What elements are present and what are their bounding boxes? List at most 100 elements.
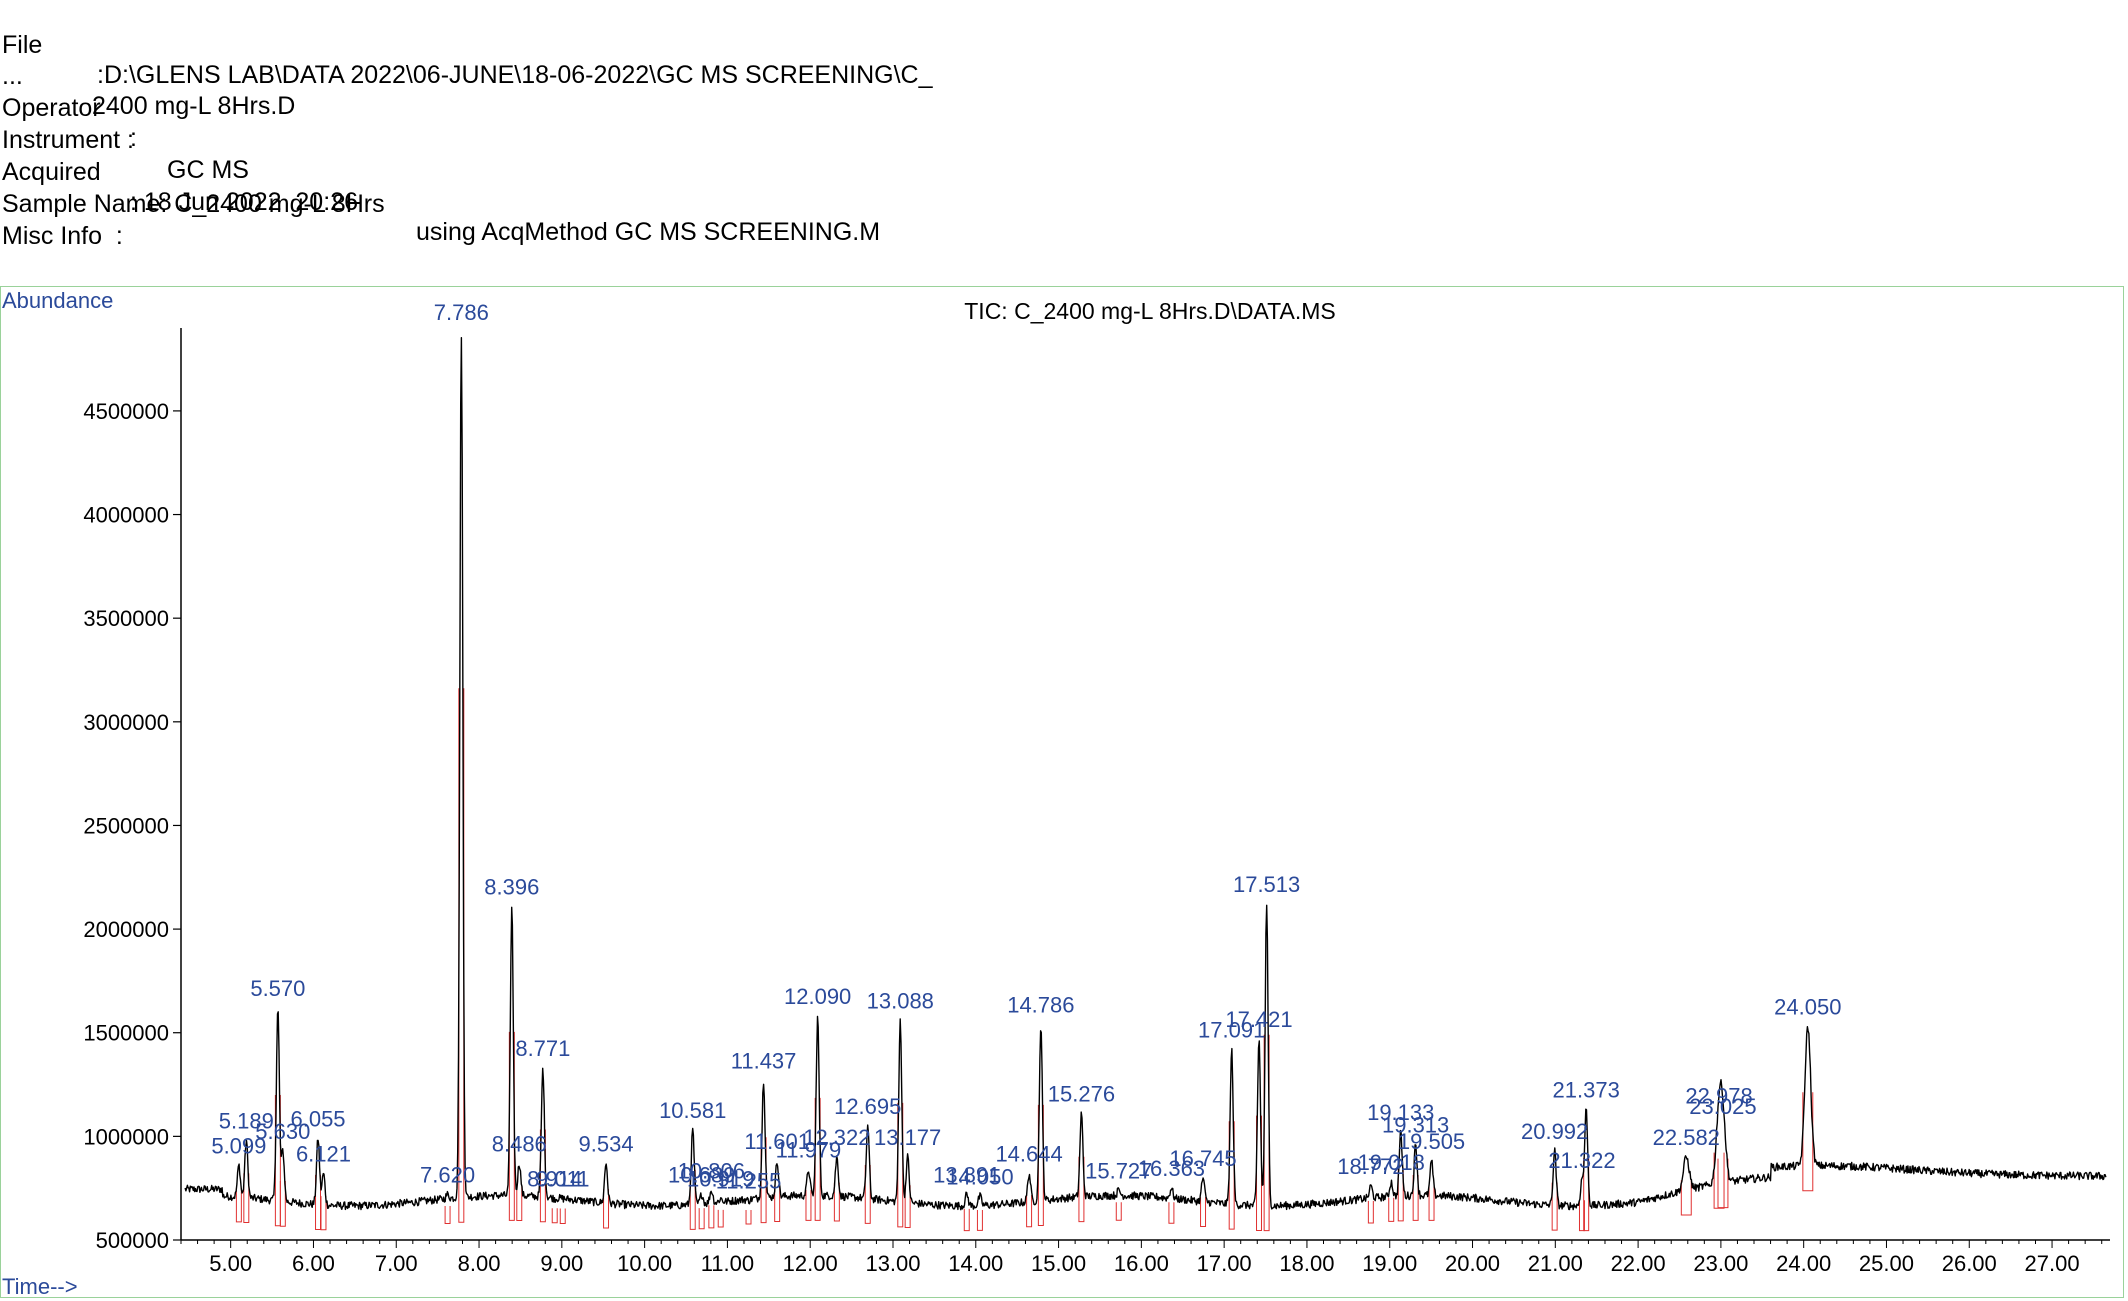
x-axis-label: Time--> xyxy=(2,1274,78,1299)
integration-marker xyxy=(1428,1184,1435,1221)
peak-label: 5.630 xyxy=(255,1119,310,1144)
y-tick-label: 4500000 xyxy=(83,399,169,424)
x-tick-label: 12.00 xyxy=(783,1251,838,1276)
x-tick-label: 8.00 xyxy=(458,1251,501,1276)
file-line: File :D:\GLENS LAB\DATA 2022\06-JUNE\18-… xyxy=(2,0,933,120)
x-tick-label: 21.00 xyxy=(1528,1251,1583,1276)
x-tick-label: 5.00 xyxy=(209,1251,252,1276)
x-tick-label: 10.00 xyxy=(617,1251,672,1276)
integration-marker xyxy=(1412,1174,1419,1221)
x-tick-label: 19.00 xyxy=(1362,1251,1417,1276)
peak-label: 12.695 xyxy=(834,1094,901,1119)
integration-marker xyxy=(864,1164,871,1224)
peak-label: 9.011 xyxy=(536,1167,589,1192)
y-tick-label: 500000 xyxy=(96,1228,169,1253)
peak-label: 5.099 xyxy=(211,1133,266,1158)
integration-marker xyxy=(833,1182,840,1222)
peak-label: 24.050 xyxy=(1774,995,1841,1020)
file-continuation-line: ... 2400 mg-L 8Hrs.D xyxy=(2,31,295,151)
x-tick-label: 18.00 xyxy=(1279,1251,1334,1276)
peak-label: 7.786 xyxy=(434,300,489,325)
peak-label: 11.437 xyxy=(731,1048,797,1073)
peak-label: 12.322 xyxy=(803,1125,870,1150)
operator-line: Operator : xyxy=(2,63,137,183)
x-tick-label: 6.00 xyxy=(292,1251,335,1276)
integration-marker xyxy=(745,1209,752,1225)
x-tick-label: 11.00 xyxy=(701,1251,754,1276)
peak-label: 6.055 xyxy=(290,1106,345,1131)
sample-name-line: Sample Name: C_2400 mg-L 8Hrs xyxy=(2,159,385,249)
integration-marker xyxy=(774,1185,781,1223)
integration-marker xyxy=(551,1208,558,1224)
integration-marker xyxy=(805,1189,812,1221)
integration-marker xyxy=(1115,1202,1122,1221)
instrument-value: GC MS xyxy=(167,156,249,184)
acquired-label: Acquired xyxy=(2,158,101,186)
peak-label: 8.771 xyxy=(515,1036,570,1061)
peak-label: 10.919 xyxy=(687,1167,754,1192)
y-tick-label: 3000000 xyxy=(83,710,169,735)
y-tick-label: 4000000 xyxy=(83,503,169,528)
integration-marker xyxy=(689,1169,696,1230)
integration-marker xyxy=(243,1173,250,1224)
peak-label: 17.513 xyxy=(1233,872,1300,897)
peak-label: 13.177 xyxy=(874,1125,941,1150)
peak-label: 8.486 xyxy=(492,1131,547,1156)
acquired-value: : 18 Jun 2022 20:26 xyxy=(130,188,358,216)
peak-label: 7.620 xyxy=(420,1162,475,1187)
instrument-label: Instrument : xyxy=(2,126,134,154)
chart-title: TIC: C_2400 mg-L 8Hrs.D\DATA.MS xyxy=(964,298,1336,324)
x-tick-label: 14.00 xyxy=(948,1251,1003,1276)
tic-trace xyxy=(184,337,2107,1211)
peak-label: 19.133 xyxy=(1367,1100,1434,1125)
sample-name: Sample Name: C_2400 mg-L 8Hrs xyxy=(2,190,385,218)
peak-label: 14.786 xyxy=(1007,992,1074,1017)
x-tick-label: 24.00 xyxy=(1776,1251,1831,1276)
integration-marker xyxy=(963,1208,970,1232)
peak-label: 21.373 xyxy=(1553,1077,1620,1102)
integration-marker xyxy=(717,1209,724,1228)
x-tick-label: 20.00 xyxy=(1445,1251,1500,1276)
peak-label: 14.644 xyxy=(995,1142,1062,1167)
peak-label: 11.601 xyxy=(744,1129,810,1154)
peak-label: 17.091 xyxy=(1198,1017,1265,1042)
y-tick-label: 1500000 xyxy=(83,1021,169,1046)
x-tick-label: 25.00 xyxy=(1859,1251,1914,1276)
integration-marker xyxy=(279,1181,286,1227)
integration-marker xyxy=(1200,1197,1207,1227)
x-tick-label: 15.00 xyxy=(1031,1251,1086,1276)
x-tick-label: 17.00 xyxy=(1197,1251,1252,1276)
integration-marker xyxy=(904,1185,911,1229)
peak-label: 5.189 xyxy=(219,1109,274,1134)
integration-marker xyxy=(444,1206,451,1225)
peak-label: 19.313 xyxy=(1382,1113,1449,1138)
misc-info-line: Misc Info : xyxy=(2,191,123,281)
file-continuation-value: 2400 mg-L 8Hrs.D xyxy=(92,92,296,120)
peak-label: 10.581 xyxy=(659,1098,726,1123)
integration-marker xyxy=(1168,1202,1175,1224)
instrument-line: Instrument : GC MS xyxy=(2,95,249,215)
peak-label: 19.505 xyxy=(1398,1129,1465,1154)
misc-info: Misc Info : xyxy=(2,222,123,250)
peak-label: 8.914 xyxy=(527,1167,582,1192)
peak-label: 14.050 xyxy=(946,1164,1013,1189)
x-tick-label: 22.00 xyxy=(1611,1251,1666,1276)
y-tick-label: 3500000 xyxy=(83,606,169,631)
x-tick-label: 7.00 xyxy=(375,1251,418,1276)
peak-label: 23.025 xyxy=(1689,1094,1756,1119)
operator-value: : xyxy=(130,124,137,152)
peak-label: 12.090 xyxy=(784,984,851,1009)
peak-label: 5.570 xyxy=(250,976,305,1001)
integration-marker xyxy=(1388,1197,1395,1222)
integration-marker xyxy=(235,1188,242,1223)
y-tick-label: 2000000 xyxy=(83,917,169,942)
integration-marker xyxy=(1578,1200,1585,1232)
acquired-line: Acquired : 18 Jun 2022 20:26 using AcqMe… xyxy=(2,127,880,277)
peak-label: 19.018 xyxy=(1358,1150,1425,1175)
peak-label: 17.421 xyxy=(1225,1007,1292,1032)
peak-label: 10.689 xyxy=(668,1162,735,1187)
integration-marker xyxy=(698,1208,705,1230)
integration-marker xyxy=(1367,1200,1374,1224)
integration-marker xyxy=(1551,1182,1558,1231)
x-tick-label: 16.00 xyxy=(1114,1251,1169,1276)
